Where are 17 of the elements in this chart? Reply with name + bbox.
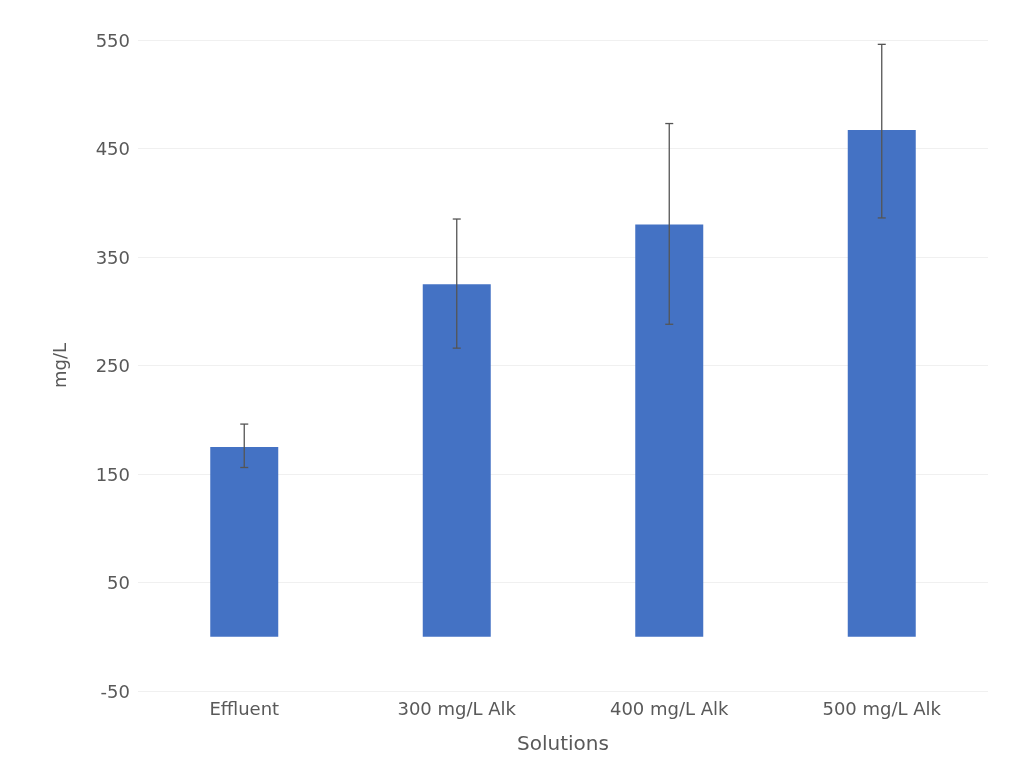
x-axis-title: Solutions [517,731,609,755]
y-tick-label: 450 [95,138,130,159]
x-tick-label: 400 mg/L Alk [609,697,730,719]
y-tick-label: 50 [107,572,130,593]
bar [422,284,491,637]
x-tick-label: Effluent [209,697,280,719]
bar [210,446,279,637]
y-tick-label: 250 [95,355,130,376]
x-tick-label: 500 mg/L Alk [822,697,942,719]
y-tick-label: -50 [100,680,130,702]
bar [847,130,916,637]
y-tick-label: 150 [95,463,130,485]
bar [635,224,704,637]
x-tick-label: 300 mg/L Alk [397,697,517,719]
y-tick-label: 350 [95,246,130,268]
y-tick-label: 550 [95,29,130,51]
y-axis-title: mg/L [48,342,70,389]
